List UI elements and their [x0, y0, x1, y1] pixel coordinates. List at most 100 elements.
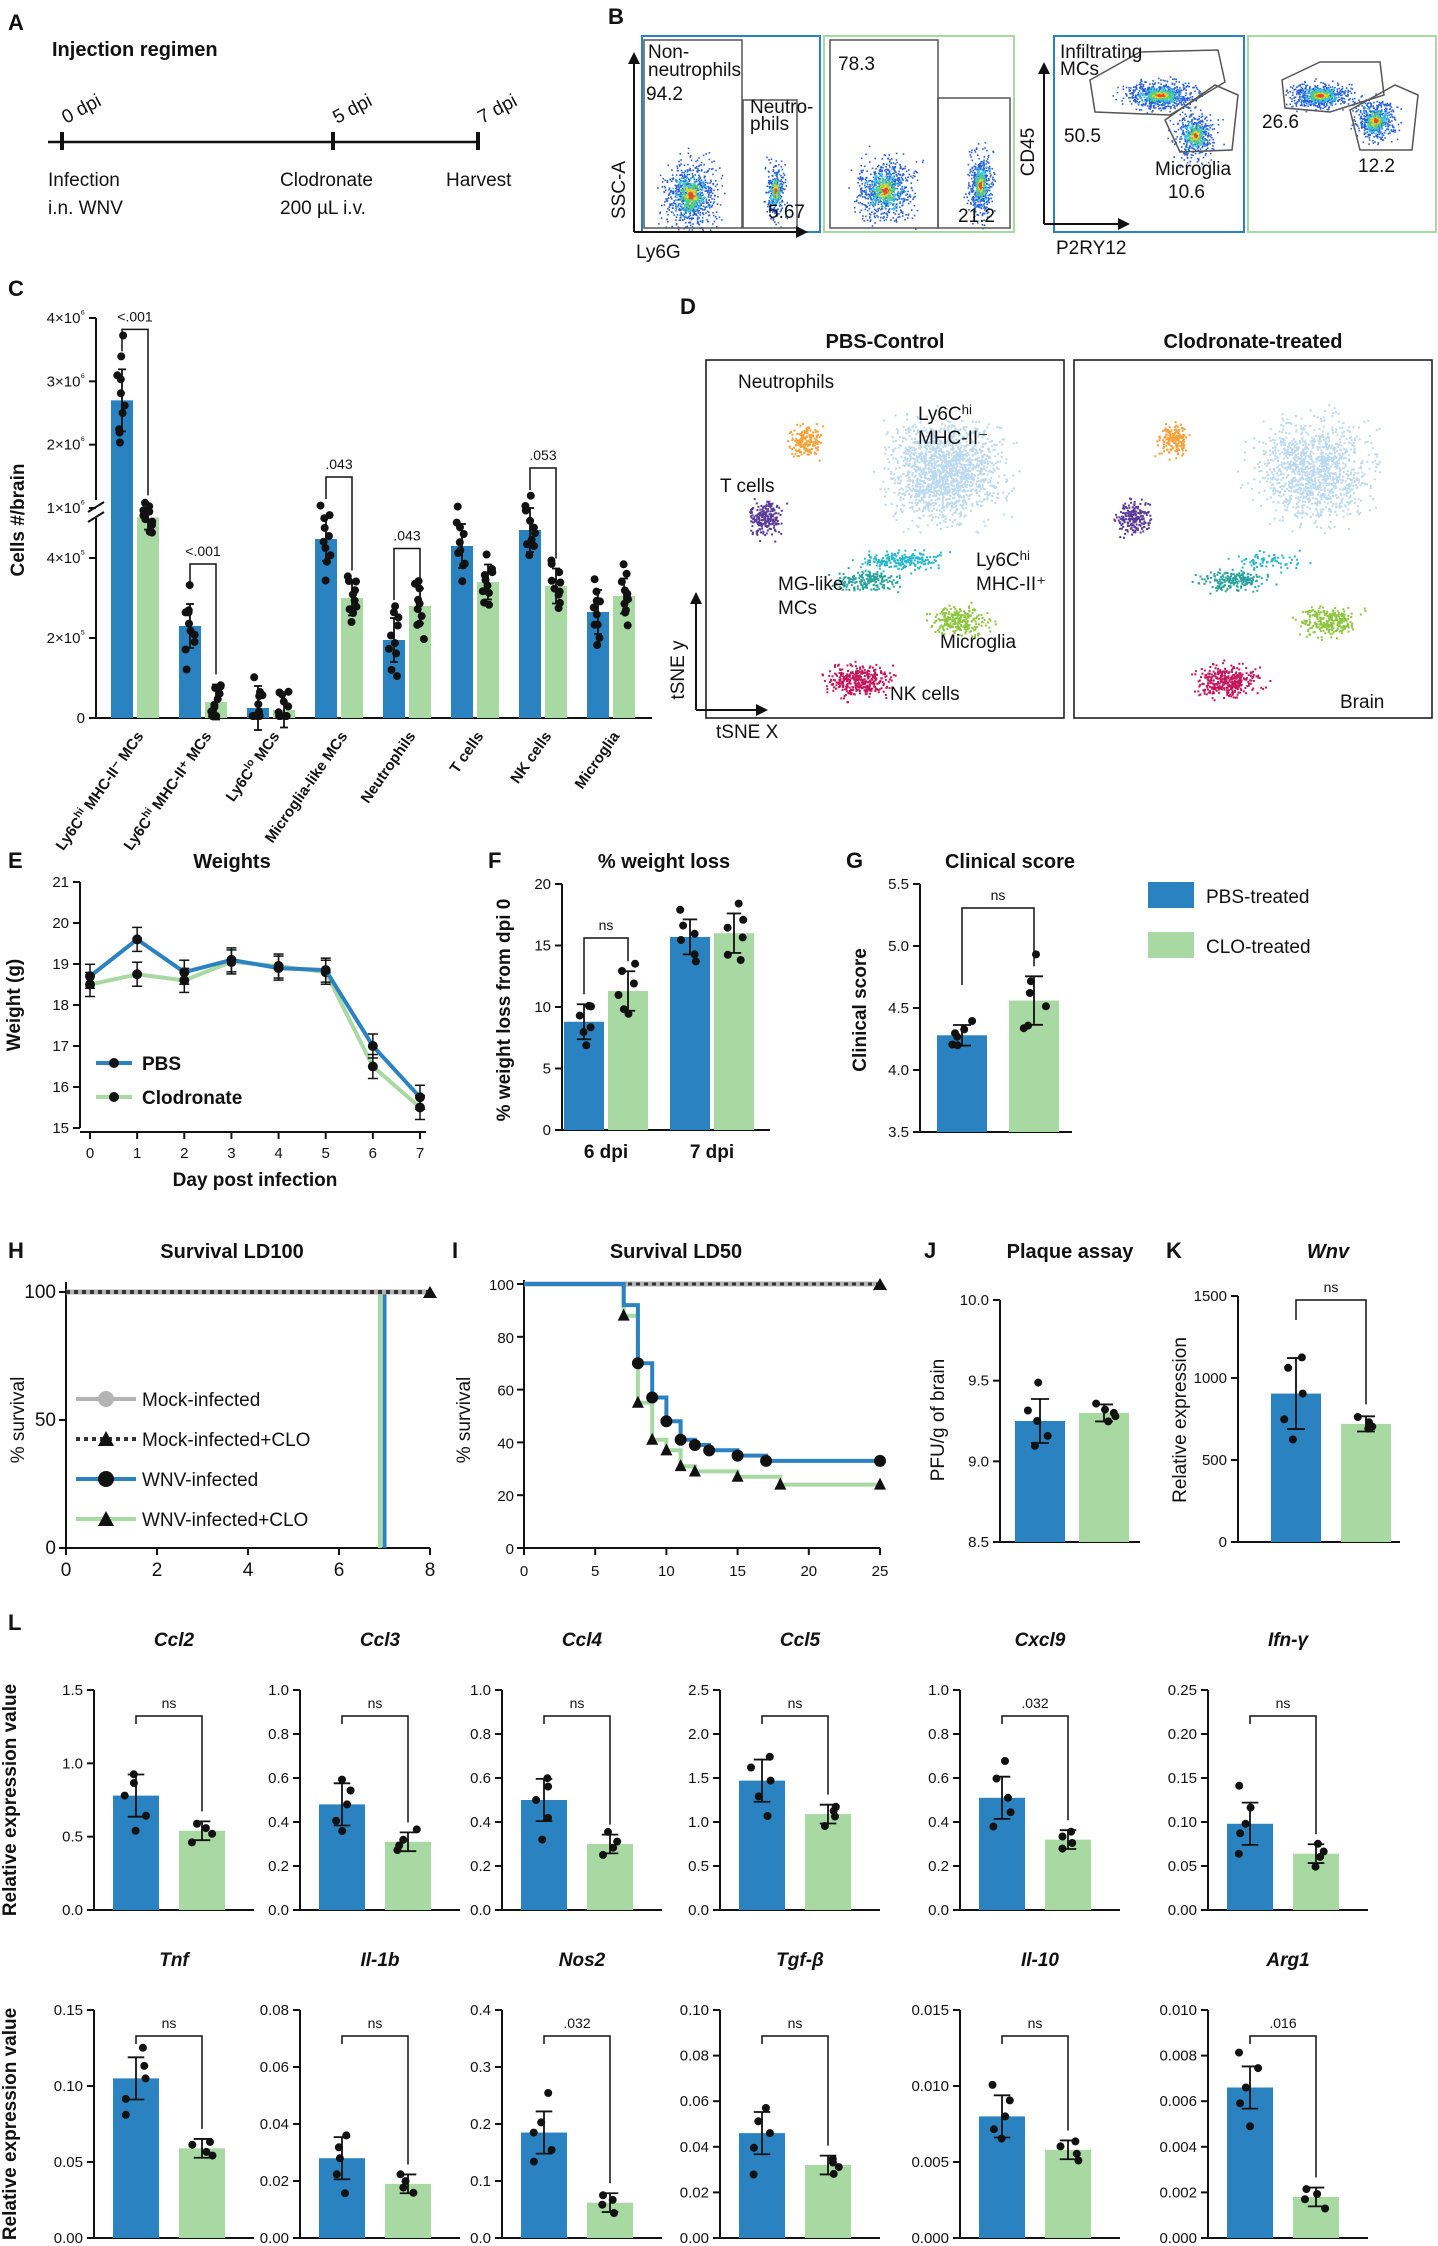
event-dot	[683, 189, 686, 192]
event-dot	[905, 214, 907, 216]
event-dot	[687, 189, 689, 191]
event-dot	[697, 195, 699, 197]
event-dot	[1133, 91, 1135, 94]
event-dot	[664, 189, 667, 192]
event-dot	[666, 198, 669, 200]
event-dot	[1156, 88, 1159, 90]
event-dot	[711, 192, 714, 195]
event-dot	[875, 172, 877, 175]
event-dot	[675, 185, 677, 187]
event-dot	[900, 176, 903, 179]
event-dot	[981, 177, 983, 179]
event-dot	[881, 173, 883, 175]
event-dot	[1147, 87, 1149, 89]
event-dot	[975, 167, 977, 169]
event-dot	[889, 195, 892, 198]
event-dot	[703, 209, 706, 211]
event-dot	[1186, 127, 1189, 129]
event-dot	[768, 185, 771, 188]
event-dot	[880, 203, 883, 205]
event-dot	[1154, 103, 1157, 106]
event-dot	[668, 206, 671, 209]
event-dot	[895, 218, 898, 220]
event-dot	[985, 160, 988, 162]
event-dot	[912, 198, 914, 200]
event-dot	[988, 167, 990, 169]
event-dot	[885, 166, 887, 168]
event-dot	[677, 203, 680, 205]
event-dot	[983, 182, 985, 185]
event-dot	[700, 199, 702, 202]
event-dot	[683, 196, 686, 199]
event-dot	[972, 171, 974, 174]
event-dot	[884, 194, 887, 196]
event-dot	[864, 208, 867, 211]
event-dot	[1157, 105, 1160, 108]
event-dot	[878, 171, 880, 174]
event-dot	[707, 205, 709, 208]
event-dot	[969, 171, 971, 174]
event-dot	[1153, 99, 1155, 101]
event-dot	[979, 175, 981, 178]
event-dot	[701, 192, 703, 194]
event-dot	[1151, 111, 1153, 113]
event-dot	[895, 194, 897, 196]
event-dot	[853, 206, 856, 209]
event-dot	[874, 176, 877, 179]
event-dot	[689, 221, 691, 224]
event-dot	[694, 200, 697, 203]
event-dot	[899, 167, 901, 170]
event-dot	[675, 210, 677, 212]
event-dot	[1186, 99, 1188, 101]
event-dot	[891, 199, 894, 201]
event-dot	[970, 188, 972, 190]
event-dot	[895, 198, 897, 200]
event-dot	[688, 210, 690, 212]
event-dot	[699, 206, 701, 208]
event-dot	[684, 170, 687, 172]
axis-arrow	[628, 52, 640, 64]
event-dot	[1122, 97, 1125, 99]
event-dot	[705, 186, 708, 188]
event-dot	[904, 186, 906, 189]
event-dot	[978, 195, 980, 198]
event-dot	[685, 210, 687, 213]
event-dot	[661, 204, 663, 207]
event-dot	[888, 171, 891, 173]
event-dot	[989, 215, 992, 218]
event-dot	[1193, 123, 1195, 126]
event-dot	[888, 179, 891, 182]
event-dot	[974, 184, 976, 187]
event-dot	[768, 190, 771, 192]
event-dot	[699, 186, 701, 188]
event-dot	[1188, 132, 1191, 135]
event-dot	[779, 198, 781, 200]
event-dot	[988, 194, 990, 197]
event-dot	[675, 207, 677, 209]
event-dot	[885, 188, 888, 191]
event-dot	[668, 193, 671, 196]
timeline-title: Injection regimen	[52, 39, 218, 61]
event-dot	[701, 185, 703, 188]
event-dot	[892, 187, 895, 190]
event-dot	[868, 207, 871, 210]
event-dot	[1189, 93, 1191, 96]
event-dot	[785, 207, 788, 210]
event-dot	[665, 210, 668, 213]
event-dot	[859, 176, 862, 178]
event-dot	[1176, 91, 1178, 93]
event-dot	[780, 187, 783, 189]
event-dot	[983, 188, 986, 190]
event-dot	[862, 177, 864, 180]
event-dot	[1173, 78, 1176, 80]
event-dot	[1191, 98, 1193, 101]
event-dot	[980, 169, 983, 171]
event-dot	[910, 182, 913, 184]
event-dot	[685, 200, 688, 203]
event-dot	[885, 186, 888, 189]
event-dot	[992, 176, 994, 179]
event-dot	[982, 148, 984, 150]
event-dot	[894, 213, 897, 215]
event-dot	[985, 169, 987, 172]
event-dot	[975, 148, 978, 150]
